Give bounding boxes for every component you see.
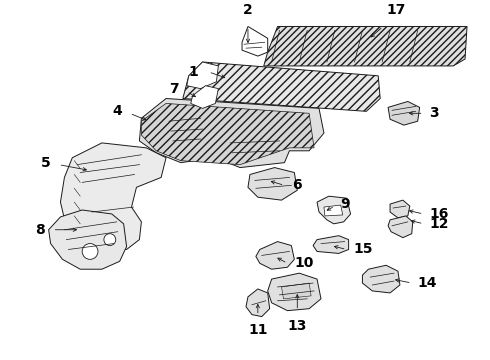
- Polygon shape: [256, 242, 294, 269]
- Polygon shape: [183, 62, 380, 111]
- Text: 5: 5: [41, 156, 50, 170]
- Text: 3: 3: [430, 106, 439, 120]
- Text: 15: 15: [354, 243, 373, 256]
- Text: 1: 1: [189, 65, 198, 79]
- Circle shape: [104, 234, 116, 246]
- Polygon shape: [388, 216, 413, 238]
- Polygon shape: [49, 210, 126, 269]
- Polygon shape: [268, 273, 321, 311]
- Text: 12: 12: [430, 217, 449, 231]
- Polygon shape: [191, 86, 219, 108]
- Text: 9: 9: [341, 197, 350, 211]
- Polygon shape: [246, 289, 270, 316]
- Text: 11: 11: [248, 323, 268, 337]
- Polygon shape: [248, 167, 297, 200]
- Text: 8: 8: [35, 223, 45, 237]
- Polygon shape: [264, 27, 467, 66]
- Text: 16: 16: [430, 207, 449, 221]
- Polygon shape: [388, 102, 419, 125]
- Text: 7: 7: [169, 82, 179, 96]
- Text: 13: 13: [288, 319, 307, 333]
- Text: 14: 14: [417, 276, 437, 290]
- Polygon shape: [242, 27, 268, 56]
- Polygon shape: [60, 143, 166, 249]
- Text: 4: 4: [112, 104, 122, 118]
- Polygon shape: [363, 265, 400, 293]
- Polygon shape: [187, 62, 219, 89]
- Polygon shape: [140, 99, 324, 167]
- Polygon shape: [142, 103, 314, 165]
- Circle shape: [82, 244, 98, 259]
- Polygon shape: [317, 196, 350, 224]
- Polygon shape: [313, 236, 348, 253]
- Polygon shape: [282, 283, 311, 299]
- Polygon shape: [390, 200, 410, 218]
- Text: 2: 2: [243, 3, 253, 17]
- Text: 10: 10: [294, 256, 314, 270]
- Text: 17: 17: [386, 3, 406, 17]
- Polygon shape: [324, 205, 343, 216]
- Text: 6: 6: [293, 178, 302, 192]
